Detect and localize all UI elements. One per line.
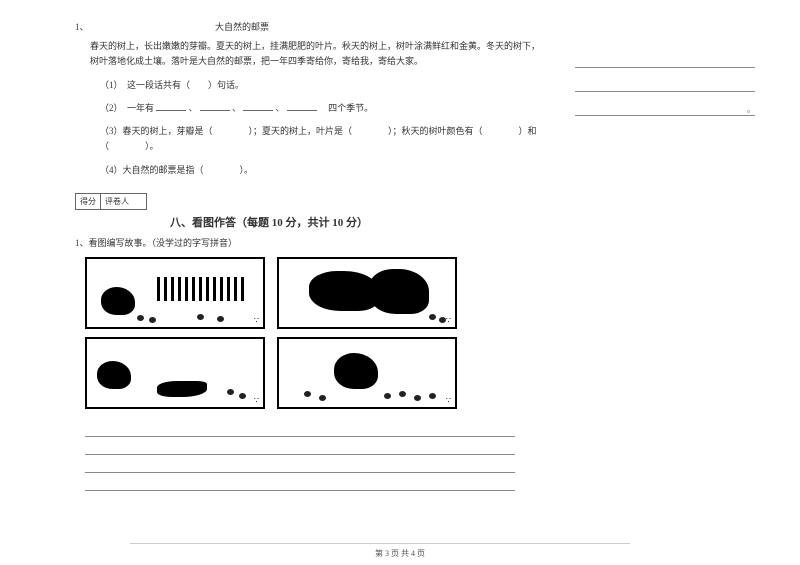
answer-line: [575, 74, 755, 92]
q1-sub2-a: （2） 一年有: [100, 103, 154, 113]
blank: [156, 102, 186, 111]
q1-sub1: （1） 这一段话共有（ ）句话。: [75, 78, 545, 93]
section8-title: 八、看图作答（每题 10 分，共计 10 分）: [75, 214, 545, 230]
q1-sub2-e: 四个季节。: [319, 103, 373, 113]
picture-panel-3: ∵: [85, 337, 265, 409]
q1-sub3: （3）春天的树上，芽瓣是（ ）；夏天的树上，叶片是（ ）；秋天的树叶颜色有（ ）…: [75, 124, 545, 155]
left-column: 1、 大自然的邮票 春天的树上，长出嫩嫩的芽瓣。夏天的树上，挂满肥肥的叶片。秋天…: [75, 20, 565, 518]
score-label: 得分: [76, 194, 101, 209]
answer-line: [575, 50, 755, 68]
q1-header: 1、 大自然的邮票: [75, 20, 545, 33]
picture-grid: ∵ ∵ ∵: [85, 257, 465, 409]
picture-panel-4: ∵: [277, 337, 457, 409]
answer-line: [85, 419, 515, 437]
answer-line: [85, 437, 515, 455]
q1-number: 1、: [75, 20, 95, 33]
panel-dots: ∵: [446, 396, 451, 405]
q1-sub2-b: 、: [189, 103, 198, 113]
answer-line: [85, 473, 515, 491]
blank: [243, 102, 273, 111]
answer-line-end: [575, 98, 755, 116]
blank: [287, 102, 317, 111]
q1-title: 大自然的邮票: [95, 20, 269, 33]
blank: [200, 102, 230, 111]
q1-sub2-d: 、: [276, 103, 285, 113]
score-box: 得分 评卷人: [75, 193, 147, 210]
q1-passage: 春天的树上，长出嫩嫩的芽瓣。夏天的树上，挂满肥肥的叶片。秋天的树上，树叶涂满鲜红…: [75, 39, 545, 70]
picture-row-1: ∵ ∵: [85, 257, 465, 329]
right-column: [565, 20, 745, 518]
panel-dots: ∵: [446, 316, 451, 325]
reviewer-label: 评卷人: [101, 194, 133, 209]
page-footer: 第 3 页 共 4 页: [0, 543, 800, 559]
section8-instruction: 1、看图编写故事。（没学过的字写拼音）: [75, 236, 545, 249]
panel-dots: ∵: [254, 396, 259, 405]
q1-sub2-c: 、: [232, 103, 241, 113]
panel-dots: ∵: [254, 316, 259, 325]
q1-sub2: （2） 一年有 、 、 、 四个季节。: [75, 101, 545, 116]
answer-line: [85, 455, 515, 473]
picture-panel-1: ∵: [85, 257, 265, 329]
q1-sub4: （4）大自然的邮票是指（ ）。: [75, 163, 545, 178]
page-container: 1、 大自然的邮票 春天的树上，长出嫩嫩的芽瓣。夏天的树上，挂满肥肥的叶片。秋天…: [0, 0, 800, 540]
picture-row-2: ∵ ∵: [85, 337, 465, 409]
picture-panel-2: ∵: [277, 257, 457, 329]
